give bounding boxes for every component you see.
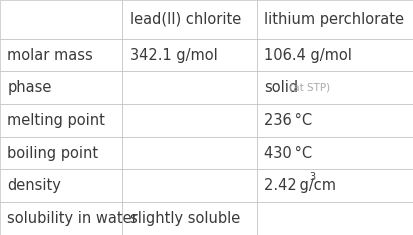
- Bar: [122, 71, 256, 104]
- Text: lead(II) chlorite: lead(II) chlorite: [129, 12, 240, 27]
- Bar: [256, 169, 413, 202]
- Bar: [0, 137, 122, 169]
- Bar: [122, 169, 256, 202]
- Bar: [0, 202, 122, 235]
- Text: melting point: melting point: [7, 113, 105, 128]
- Bar: [122, 0, 256, 39]
- Bar: [122, 202, 256, 235]
- Bar: [0, 71, 122, 104]
- Text: 3: 3: [308, 172, 314, 182]
- Text: phase: phase: [7, 80, 52, 95]
- Bar: [122, 39, 256, 71]
- Bar: [122, 104, 256, 137]
- Text: 106.4 g/mol: 106.4 g/mol: [263, 48, 351, 63]
- Text: solubility in water: solubility in water: [7, 211, 138, 226]
- Bar: [256, 0, 413, 39]
- Text: (at STP): (at STP): [285, 83, 329, 93]
- Bar: [0, 169, 122, 202]
- Text: 236 °C: 236 °C: [263, 113, 311, 128]
- Bar: [256, 71, 413, 104]
- Bar: [0, 39, 122, 71]
- Bar: [256, 202, 413, 235]
- Text: 342.1 g/mol: 342.1 g/mol: [129, 48, 217, 63]
- Bar: [256, 137, 413, 169]
- Text: 2.42 g/cm: 2.42 g/cm: [263, 178, 335, 193]
- Bar: [0, 0, 122, 39]
- Text: slightly soluble: slightly soluble: [129, 211, 239, 226]
- Text: solid: solid: [263, 80, 297, 95]
- Bar: [0, 104, 122, 137]
- Bar: [256, 104, 413, 137]
- Text: density: density: [7, 178, 61, 193]
- Text: lithium perchlorate: lithium perchlorate: [263, 12, 403, 27]
- Bar: [122, 137, 256, 169]
- Text: 430 °C: 430 °C: [263, 146, 311, 161]
- Text: boiling point: boiling point: [7, 146, 98, 161]
- Bar: [256, 39, 413, 71]
- Text: molar mass: molar mass: [7, 48, 93, 63]
